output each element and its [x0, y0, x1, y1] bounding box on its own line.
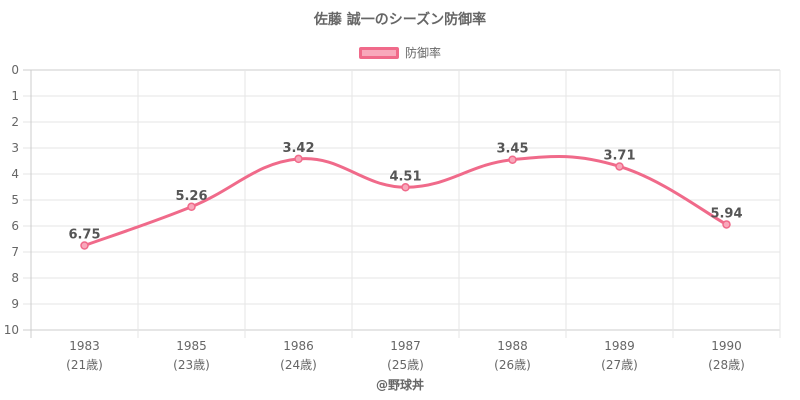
y-tick-label: 7 — [11, 245, 19, 259]
data-label: 3.45 — [496, 142, 528, 157]
x-tick-sublabel: (25歳) — [387, 358, 424, 372]
chart-title: 佐藤 誠一のシーズン防御率 — [313, 12, 487, 28]
y-tick-label: 8 — [11, 271, 19, 285]
data-label: 5.26 — [175, 189, 207, 204]
legend-swatch — [358, 47, 399, 59]
legend-label: 防御率 — [404, 46, 441, 60]
data-point — [294, 154, 303, 164]
data-point — [187, 202, 196, 212]
y-tick-label: 5 — [11, 193, 19, 207]
x-tick-label: 1983 — [69, 339, 100, 353]
data-label: 5.94 — [710, 206, 742, 221]
data-point — [615, 162, 624, 171]
x-tick-label: 1989 — [604, 339, 635, 353]
x-tick-label: 1986 — [283, 339, 314, 353]
x-tick-label: 1988 — [497, 339, 528, 353]
x-tick-sublabel: (21歳) — [66, 358, 103, 372]
x-tick-label: 1985 — [176, 339, 207, 353]
y-tick-label: 9 — [11, 297, 19, 311]
x-tick-label: 1987 — [390, 339, 421, 353]
y-tick-label: 6 — [11, 219, 19, 233]
y-tick-label: 0 — [11, 63, 19, 77]
axes: 0 1 2 3 4 5 6 7 8 9 10 1983 (21歳) 1985 (23歳) 1986 (24歳) 1… — [4, 63, 745, 372]
data-label: 4.51 — [389, 169, 421, 184]
x-tick-sublabel: (24歳) — [280, 358, 317, 372]
legend[interactable]: 防御率 — [0, 44, 800, 61]
x-tick-sublabel: (23歳) — [173, 358, 210, 372]
watermark: @野球丼 — [375, 378, 424, 392]
y-tick-label: 10 — [4, 323, 19, 337]
data-point — [508, 155, 517, 164]
y-tick-label: 1 — [11, 89, 19, 103]
grid — [23, 69, 781, 338]
data-label: 6.75 — [68, 228, 100, 243]
data-label: 3.71 — [603, 148, 635, 163]
x-tick-sublabel: (26歳) — [494, 358, 531, 372]
data-point — [80, 241, 89, 250]
data-point — [401, 183, 410, 192]
y-tick-label: 4 — [11, 167, 19, 181]
y-tick-label: 3 — [11, 141, 19, 155]
x-tick-label: 1990 — [711, 339, 742, 353]
y-tick-label: 2 — [11, 115, 19, 129]
data-point — [722, 220, 731, 229]
x-tick-sublabel: (28歳) — [708, 358, 745, 372]
plot-area: 6.75 5.26 3.42 4.51 3.45 3.71 5.94 — [68, 141, 743, 250]
x-tick-sublabel: (27歳) — [601, 358, 638, 372]
data-label: 3.42 — [282, 141, 314, 156]
